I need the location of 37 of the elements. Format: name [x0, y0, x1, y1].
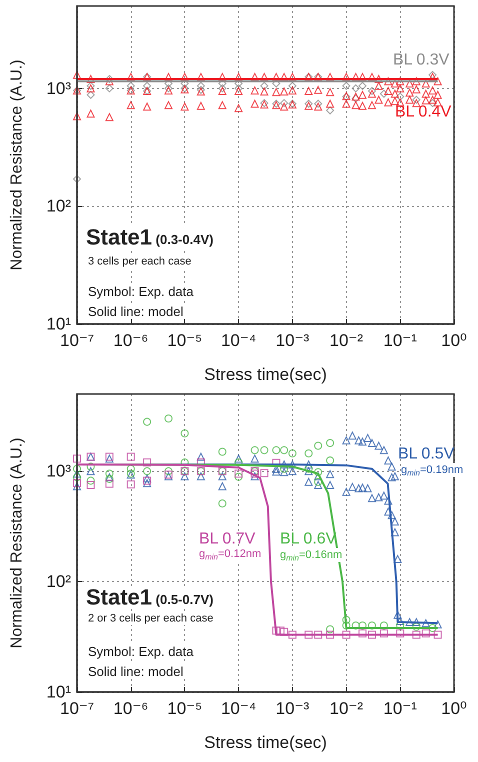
x-axis-title: Stress time(sec) — [204, 365, 327, 384]
series-label: BL 0.4V — [395, 104, 452, 120]
x-axis-title: Stress time(sec) — [204, 733, 327, 752]
y-axis-title: Normalized Resistance (A.U.) — [8, 438, 26, 648]
y-axis-title: Normalized Resistance (A.U.) — [8, 60, 26, 270]
y-tick-label: 10³ — [46, 462, 72, 481]
x-tick-label: 10⁻⁷ — [60, 331, 94, 350]
annotation: Symbol: Exp. data — [88, 644, 194, 659]
x-tick-label: 10⁰ — [441, 331, 468, 350]
x-tick-label: 10⁻³ — [276, 331, 310, 350]
x-tick-label: 10⁻⁵ — [167, 699, 202, 718]
y-tick-label: 10¹ — [46, 314, 72, 334]
x-tick-label: 10⁻⁷ — [60, 699, 94, 718]
x-tick-label: 10⁻¹ — [383, 699, 418, 718]
annotation: State1 (0.3-0.4V) — [86, 224, 214, 250]
text: BL 0.7V — [199, 530, 256, 548]
y-tick-label: 10² — [46, 572, 72, 592]
annotation: State1 (0.5-0.7V) — [86, 584, 214, 610]
annotation: Symbol: Exp. data — [88, 284, 194, 299]
series-label: BL 0.3V — [393, 52, 450, 68]
annotation: Solid line: model — [88, 664, 184, 679]
y-tick-label: 10¹ — [46, 682, 72, 702]
x-tick-label: 10⁻⁶ — [113, 699, 148, 718]
x-tick-label: 10⁻⁴ — [220, 331, 256, 350]
x-tick-label: 10⁻² — [330, 331, 364, 350]
y-tick-label: 10³ — [46, 78, 72, 98]
annotation: 3 cells per each case — [88, 256, 192, 268]
x-tick-label: 10⁻⁵ — [167, 331, 202, 350]
x-tick-label: 10⁻³ — [276, 699, 310, 718]
x-tick-label: 10⁻² — [330, 699, 364, 718]
x-tick-label: 10⁰ — [441, 699, 468, 718]
annotation: Solid line: model — [88, 304, 184, 319]
annotation: 2 or 3 cells per each case — [88, 612, 214, 624]
x-tick-label: 10⁻¹ — [383, 331, 418, 350]
x-tick-label: 10⁻⁶ — [113, 331, 148, 350]
x-tick-label: 10⁻⁴ — [220, 699, 256, 718]
y-tick-label: 10² — [46, 196, 72, 216]
